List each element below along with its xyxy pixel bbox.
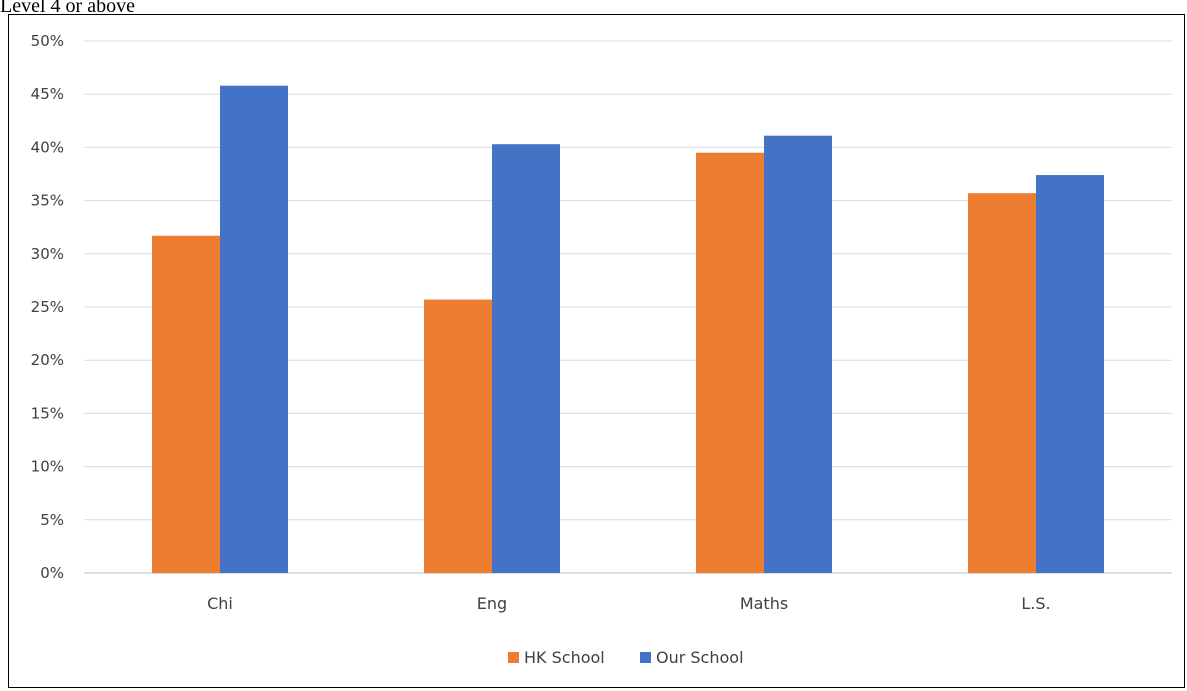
y-tick-label: 0% [40,564,64,582]
bar-hk-school [968,193,1036,574]
y-tick-label: 5% [40,511,64,529]
bar-hk-school [696,152,764,573]
y-tick-label: 15% [31,404,64,422]
x-category-label: Chi [207,594,233,613]
legend-swatch-our-school [640,652,651,663]
x-category-label: Maths [740,594,788,613]
y-tick-label: 40% [31,138,64,156]
x-category-label: L.S. [1021,594,1050,613]
bar-hk-school [152,235,220,573]
y-tick-label: 10% [31,458,64,476]
y-tick-label: 30% [31,245,64,263]
bar-our-school [220,85,288,574]
legend-swatch-hk-school [508,652,519,663]
legend-label-our-school: Our School [656,648,744,667]
bar-our-school [492,144,560,573]
legend-label-hk-school: HK School [524,648,605,667]
y-tick-label: 25% [31,298,64,316]
y-tick-label: 45% [31,85,64,103]
bar-hk-school [424,299,492,573]
x-category-label: Eng [477,594,507,613]
y-tick-label: 20% [31,351,64,369]
bar-our-school [1036,175,1104,573]
y-tick-label: 35% [31,192,64,210]
bar-our-school [764,135,832,574]
chart-caption: Level 4 or above [0,0,135,17]
y-tick-label: 50% [31,32,64,50]
